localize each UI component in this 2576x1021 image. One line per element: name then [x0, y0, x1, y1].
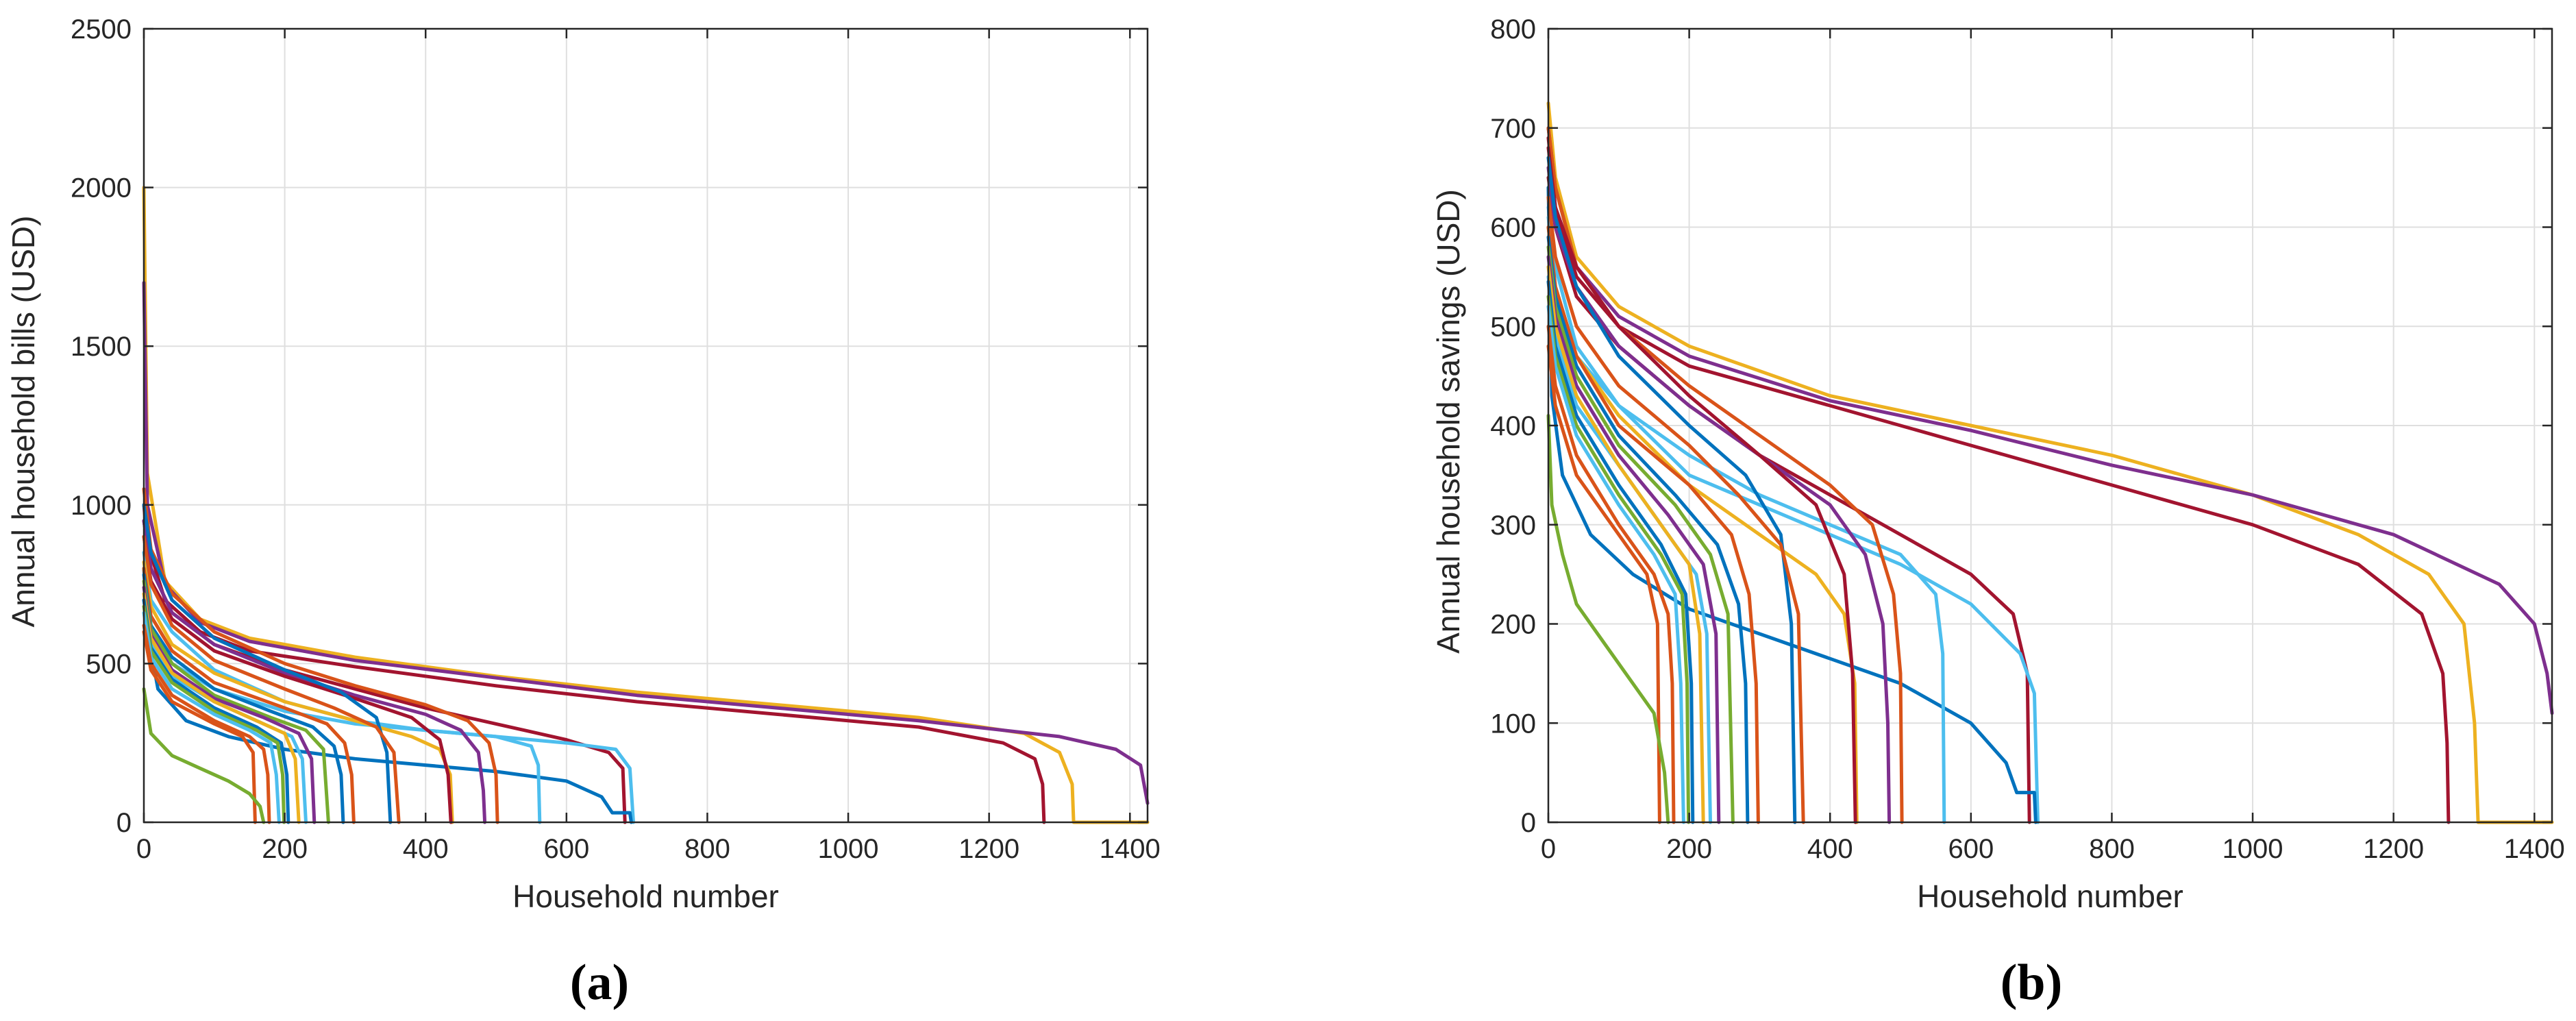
panel-label-b: (b)	[2001, 955, 2062, 1011]
x-tick-label: 1200	[958, 834, 1019, 864]
y-tick-label: 800	[1490, 14, 1536, 45]
x-tick-label: 200	[262, 834, 308, 864]
x-tick-label: 600	[1948, 834, 1994, 864]
series-line-s25	[1546, 414, 1670, 824]
y-tick-label: 400	[1490, 411, 1536, 441]
axes-box	[143, 27, 1149, 824]
series-line-s8	[1546, 126, 1904, 824]
x-axis-label: Household number	[512, 878, 779, 914]
y-tick-label: 2500	[71, 14, 132, 45]
series-line-s9	[142, 519, 487, 824]
y-axis-label: Annual household bills (USD)	[5, 216, 41, 628]
y-tick-label: 700	[1490, 114, 1536, 144]
series-line-s23	[142, 624, 271, 824]
series-line-s8	[142, 487, 499, 824]
series-line-s6	[1546, 186, 2038, 824]
x-tick-label: 400	[1807, 834, 1853, 864]
series-line-s24	[1546, 344, 1661, 824]
series-line-s20	[142, 598, 290, 824]
y-tick-label: 100	[1490, 709, 1536, 739]
series-line-s15	[142, 573, 345, 824]
y-tick-label: 1500	[71, 332, 132, 362]
x-tick-label: 600	[543, 834, 589, 864]
x-tick-label: 800	[2089, 834, 2135, 864]
series-line-s17	[1546, 255, 1721, 824]
y-tick-label: 300	[1490, 510, 1536, 541]
series-line-s16	[1546, 245, 1735, 824]
series-line-s13	[142, 534, 401, 824]
x-tick-label: 400	[403, 834, 449, 864]
series-line-s3	[1546, 136, 2451, 824]
series-line-s11	[1546, 146, 1857, 824]
y-axis-label: Annual household savings (USD)	[1431, 189, 1466, 654]
series-line-s5	[1546, 206, 2040, 824]
y-tick-label: 600	[1490, 213, 1536, 243]
series-line-s16	[142, 579, 330, 824]
x-tick-label: 1400	[1100, 834, 1161, 864]
x-tick-label: 1000	[2222, 834, 2283, 864]
y-tick-label: 0	[116, 808, 132, 838]
x-tick-label: 0	[136, 834, 151, 864]
chart-b: 0 200 400 600 800 1000 1200 1400 0 100 200 300 400 50…	[1431, 14, 2565, 1011]
series-line-s1	[142, 186, 1150, 824]
series-line-s24	[142, 630, 257, 824]
series-group	[1546, 101, 2554, 824]
series-line-s23	[1546, 324, 1676, 824]
series-line-s6	[142, 566, 633, 824]
y-tick-label: 500	[86, 649, 132, 679]
series-line-s19	[142, 592, 301, 824]
series-line-s13	[1546, 195, 1805, 824]
chart-a: 0 200 400 600 800 1000 1200 1400 0 500 1000 1500 200…	[5, 14, 1161, 1011]
series-line-s3	[142, 503, 1046, 824]
series-line-s14	[142, 566, 356, 824]
x-tick-label: 200	[1666, 834, 1712, 864]
series-line-s22	[1546, 304, 1685, 824]
series-line-s14	[1546, 225, 1760, 824]
series-line-s11	[142, 534, 453, 824]
y-tick-label: 1000	[71, 491, 132, 521]
y-tick-label: 2000	[71, 173, 132, 204]
x-tick-label: 800	[684, 834, 730, 864]
x-axis-label: Household number	[1917, 878, 2183, 914]
x-tick-label: 1200	[2363, 834, 2424, 864]
y-tick-label: 0	[1521, 808, 1536, 838]
series-line-s25	[142, 687, 266, 824]
series-line-s21	[1546, 295, 1691, 824]
plot-area	[144, 29, 1148, 822]
series-line-s19	[1546, 265, 1705, 824]
series-line-s1	[1546, 101, 2554, 824]
x-tick-label: 0	[1541, 834, 1556, 864]
y-tick-label: 200	[1490, 610, 1536, 640]
panel-label-a: (a)	[570, 955, 629, 1011]
series-line-s12	[142, 503, 393, 824]
y-tick-label: 500	[1490, 312, 1536, 342]
x-tick-label: 1400	[2504, 834, 2565, 864]
series-line-s4	[1546, 175, 2031, 824]
series-line-s20	[1546, 280, 1695, 824]
series-line-s12	[1546, 156, 1797, 824]
x-tick-label: 1000	[818, 834, 879, 864]
series-line-s21	[142, 604, 286, 824]
series-line-s22	[142, 611, 281, 824]
series-line-s15	[1546, 235, 1750, 824]
series-group	[142, 186, 1150, 824]
